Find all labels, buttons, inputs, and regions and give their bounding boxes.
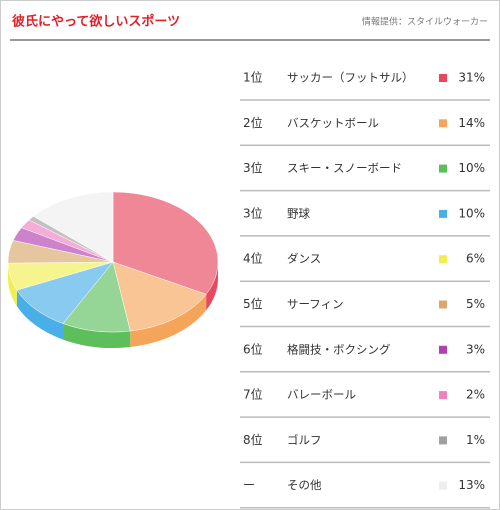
value-label: 2%: [466, 388, 485, 402]
legend-swatch: [439, 345, 447, 354]
pie-slice-side: [130, 294, 207, 348]
rank: 3位: [243, 205, 263, 220]
rank: 2位: [243, 115, 263, 130]
rank: 3位: [243, 160, 263, 175]
category-label: その他: [287, 478, 322, 492]
category-label: バレーボール: [287, 388, 356, 402]
chart-title: 彼氏にやって欲しいスポーツ: [12, 14, 180, 30]
legend-swatch: [439, 255, 447, 264]
category-label: サーフィン: [287, 297, 344, 311]
value-label: 3%: [466, 342, 485, 356]
legend-swatch: [439, 300, 447, 309]
pie-slice: [112, 261, 207, 332]
pie-slice: [16, 261, 114, 324]
pie-slice: [62, 261, 131, 333]
rank: 1位: [243, 70, 263, 85]
category-label: ゴルフ: [287, 433, 322, 447]
rank: 5位: [243, 296, 263, 311]
category-label: サッカー（フットサル）: [287, 71, 414, 85]
pie-slice-side: [8, 263, 17, 307]
legend-swatch: [439, 209, 447, 218]
legend-swatch: [439, 436, 447, 445]
legend-swatch: [439, 74, 447, 82]
category-label: スキー・スノーボード: [287, 161, 402, 175]
pie-tops: [7, 191, 219, 333]
pie-slice-side: [16, 290, 64, 340]
category-label: ダンス: [287, 252, 321, 266]
rank: 4位: [243, 251, 263, 266]
source: 情報提供：スタイルウォーカー: [362, 16, 488, 28]
rank: 8位: [243, 432, 263, 447]
value-label: 6%: [466, 252, 485, 266]
pie-sides: [8, 262, 218, 349]
category-label: 野球: [287, 206, 310, 220]
value-label: 1%: [466, 433, 485, 447]
pie-slice: [112, 191, 219, 295]
legend-swatch: [439, 164, 447, 173]
value-label: 31%: [458, 71, 485, 85]
pie-slice-side: [206, 262, 218, 311]
pie-slice: [32, 191, 114, 263]
value-label: 5%: [466, 297, 485, 311]
pie-slice-side: [63, 323, 131, 349]
rank: 6位: [243, 341, 263, 356]
category-label: バスケットボール: [287, 116, 379, 130]
value-label: 10%: [458, 206, 485, 220]
category-label: 格闘技・ボクシング: [287, 342, 391, 356]
legend-swatch: [439, 391, 447, 400]
value-label: 10%: [458, 161, 485, 175]
rank: ー: [243, 478, 255, 492]
rank: 7位: [243, 387, 263, 402]
legend-swatch: [439, 119, 447, 128]
legend-swatch: [439, 481, 447, 490]
value-label: 14%: [458, 116, 485, 130]
value-label: 13%: [458, 478, 485, 492]
